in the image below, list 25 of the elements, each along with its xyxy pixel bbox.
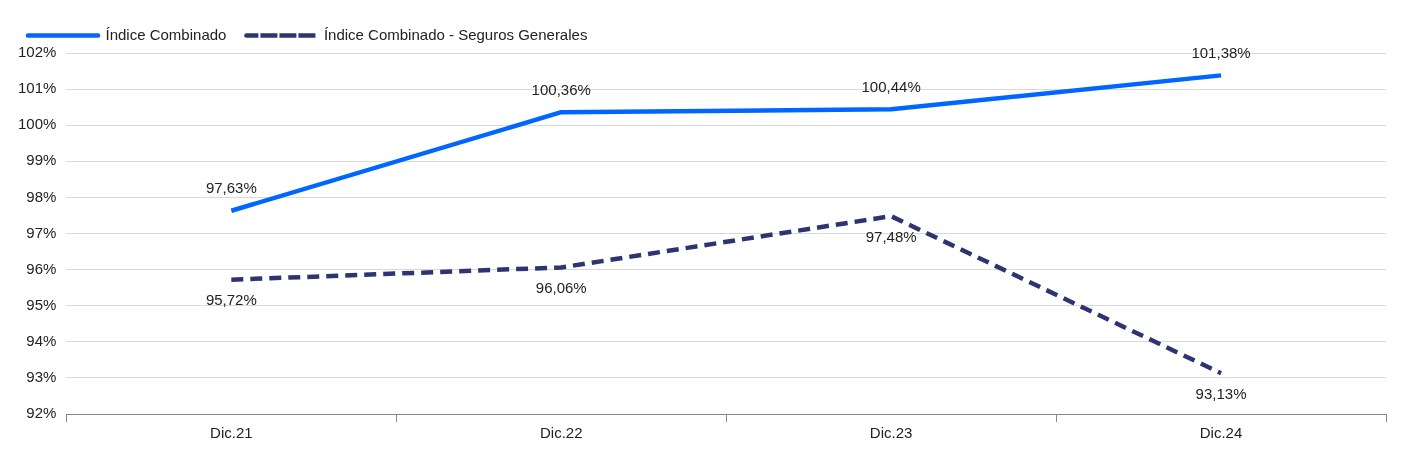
- y-tick-label: 93%: [26, 368, 57, 386]
- data-label: 95,72%: [205, 291, 257, 309]
- y-tick-label: 94%: [26, 331, 57, 349]
- y-tick-label: 97%: [26, 223, 57, 241]
- data-label: 96,06%: [535, 279, 587, 297]
- y-tick-label: 92%: [26, 404, 57, 422]
- y-tick-label: 98%: [26, 187, 57, 205]
- data-label: 101,38%: [1191, 44, 1251, 62]
- x-tick-label: Dic.24: [1199, 424, 1243, 442]
- data-label: 93,13%: [1195, 384, 1247, 402]
- x-tick-label: Dic.22: [539, 424, 583, 442]
- y-tick-label: 101%: [17, 79, 57, 97]
- legend-label: Índice Combinado: [105, 25, 227, 43]
- y-tick-label: 100%: [17, 115, 57, 133]
- y-tick-label: 99%: [26, 151, 57, 169]
- y-tick-label: 95%: [26, 295, 57, 313]
- data-label: 97,48%: [865, 227, 917, 245]
- y-tick-label: 102%: [17, 43, 57, 61]
- data-label: 100,36%: [531, 80, 591, 98]
- x-tick-label: Dic.21: [210, 424, 253, 442]
- x-tick-label: Dic.23: [869, 424, 913, 442]
- legend-label: Índice Combinado - Seguros Generales: [323, 25, 588, 43]
- data-label: 97,63%: [205, 179, 257, 197]
- data-label: 100,44%: [861, 77, 921, 95]
- y-tick-label: 96%: [26, 259, 57, 277]
